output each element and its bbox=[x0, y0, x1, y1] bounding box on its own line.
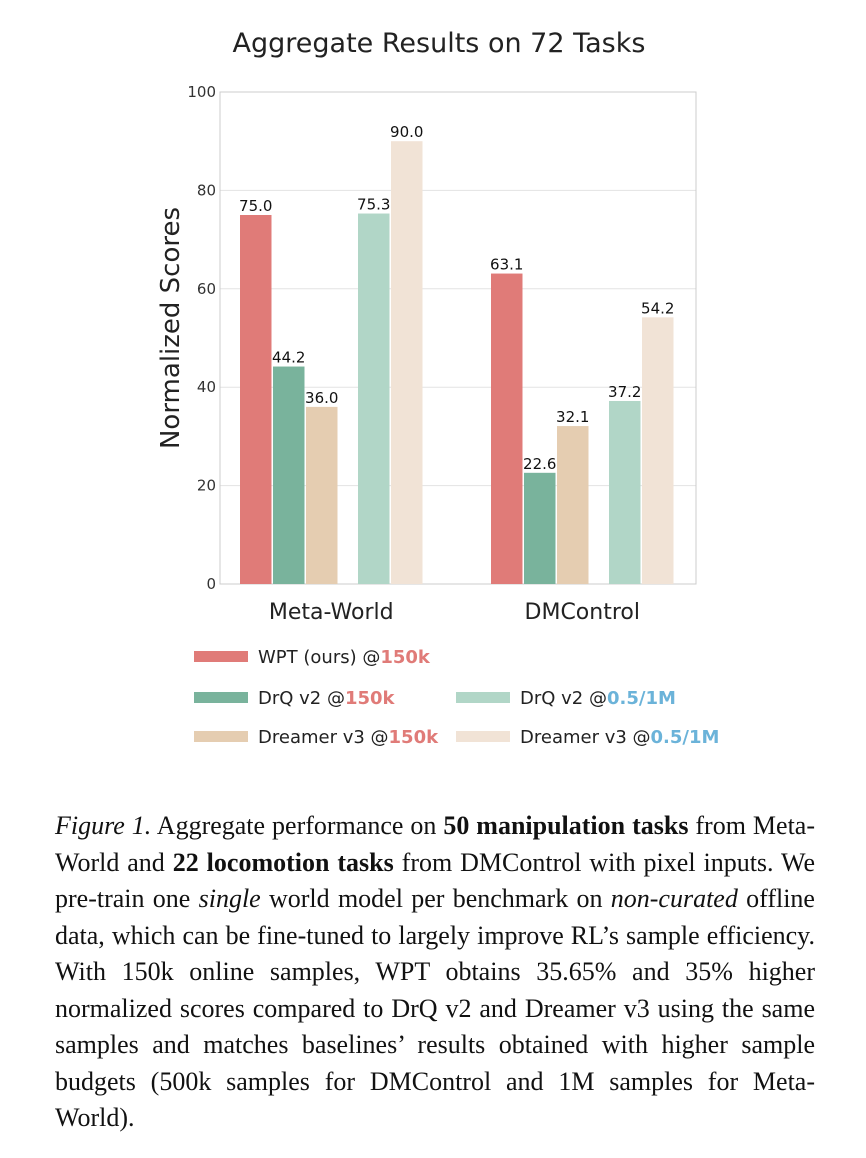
caption-text: offline data, which can be fine-tuned to… bbox=[55, 884, 815, 1132]
y-tick-label: 0 bbox=[206, 575, 216, 593]
bar-value-label: 22.6 bbox=[523, 455, 556, 473]
plot-frame bbox=[219, 91, 697, 585]
legend-label-method: Dreamer v3 @ bbox=[258, 727, 389, 748]
legend-label-method: DrQ v2 @ bbox=[520, 688, 607, 709]
bar-value-label: 54.2 bbox=[641, 299, 674, 317]
value-labels: 75.0 44.2 36.0 75.3 90.0 63.1 22.6 32.1 37.2 54.2 bbox=[239, 123, 674, 473]
legend-label: Dreamer v3 @150k bbox=[258, 727, 439, 748]
y-tick-label: 20 bbox=[197, 477, 216, 495]
bar-value-label: 75.3 bbox=[357, 196, 390, 214]
chart-title: Aggregate Results on 72 Tasks bbox=[233, 28, 646, 59]
caption-italic: non-curated bbox=[610, 884, 738, 913]
bar-value-label: 75.0 bbox=[239, 197, 272, 215]
x-tick-label: Meta-World bbox=[269, 600, 394, 625]
bar bbox=[358, 213, 390, 585]
bar-value-label: 32.1 bbox=[556, 408, 589, 426]
caption-label: Figure 1. bbox=[55, 811, 152, 840]
legend-label-budget: 0.5/1M bbox=[607, 688, 676, 709]
x-tick-labels: Meta-World DMControl bbox=[269, 600, 640, 625]
legend-label: WPT (ours) @150k bbox=[258, 647, 431, 668]
caption-bold: 50 manipulation tasks bbox=[443, 811, 689, 840]
bar bbox=[491, 273, 523, 584]
caption-italic: single bbox=[198, 884, 261, 913]
legend-label-method: Dreamer v3 @ bbox=[520, 727, 651, 748]
y-axis-label: Normalized Scores bbox=[156, 207, 186, 449]
legend-label: DrQ v2 @150k bbox=[258, 688, 396, 709]
legend-label: Dreamer v3 @0.5/1M bbox=[520, 727, 719, 748]
caption-text: from Meta-World and bbox=[55, 811, 815, 877]
y-tick-label: 100 bbox=[187, 83, 216, 101]
legend-swatch bbox=[194, 651, 248, 662]
bar bbox=[391, 141, 423, 584]
bar-chart: Aggregate Results on 72 Tasks Normalized… bbox=[156, 28, 719, 748]
legend-label-budget: 150k bbox=[345, 688, 396, 709]
bar bbox=[609, 400, 641, 584]
legend-label-budget: 0.5/1M bbox=[651, 727, 720, 748]
legend-swatch bbox=[456, 731, 510, 742]
legend-label-budget: 150k bbox=[389, 727, 440, 748]
legend-swatch bbox=[456, 692, 510, 703]
y-tick-label: 80 bbox=[197, 181, 216, 199]
caption-text: world model per benchmark on bbox=[260, 884, 611, 913]
caption-bold: 22 locomotion tasks bbox=[172, 847, 394, 877]
bar bbox=[273, 366, 305, 584]
y-tick-label: 60 bbox=[197, 280, 216, 298]
y-tick-labels: 0 20 40 60 80 100 bbox=[187, 83, 216, 593]
figure-caption: Figure 1. Aggregate performance on 50 ma… bbox=[55, 808, 815, 1137]
bar-value-label: 90.0 bbox=[390, 123, 423, 141]
legend-swatch bbox=[194, 692, 248, 703]
legend-label-method: WPT (ours) @ bbox=[258, 647, 380, 668]
bar bbox=[642, 317, 674, 584]
bars bbox=[240, 141, 674, 585]
x-tick-label: DMControl bbox=[525, 600, 640, 625]
bar bbox=[557, 426, 589, 584]
bar-value-label: 36.0 bbox=[305, 389, 338, 407]
bar-value-label: 63.1 bbox=[490, 256, 523, 274]
bar-value-label: 44.2 bbox=[272, 349, 305, 367]
bar bbox=[240, 215, 272, 584]
legend-label-budget: 150k bbox=[380, 647, 431, 668]
bar-value-label: 37.2 bbox=[608, 383, 641, 401]
legend-swatch bbox=[194, 731, 248, 742]
y-tick-label: 40 bbox=[197, 378, 216, 396]
legend-label-method: DrQ v2 @ bbox=[258, 688, 345, 709]
legend-label: DrQ v2 @0.5/1M bbox=[520, 688, 676, 709]
bar bbox=[524, 472, 556, 584]
caption-text: Aggregate performance on bbox=[151, 811, 444, 840]
caption-text: from DMControl with pixel inputs. We pre… bbox=[55, 847, 815, 914]
bar bbox=[306, 406, 338, 584]
